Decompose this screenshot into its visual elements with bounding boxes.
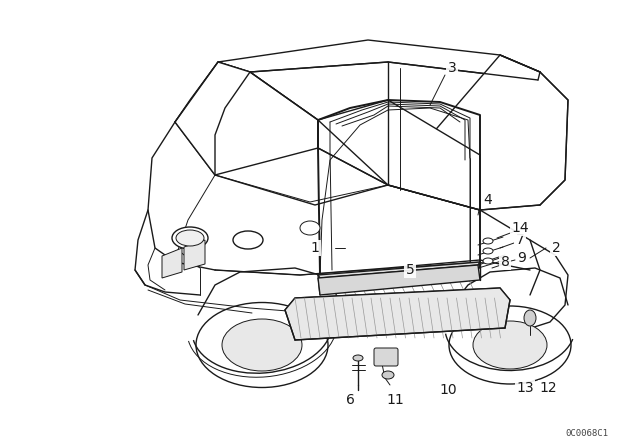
Text: 4: 4 <box>484 193 492 207</box>
Ellipse shape <box>483 248 493 254</box>
Ellipse shape <box>172 227 208 249</box>
FancyBboxPatch shape <box>374 348 398 366</box>
Text: 12: 12 <box>539 381 557 395</box>
Polygon shape <box>285 288 510 310</box>
Text: 11: 11 <box>386 393 404 407</box>
Polygon shape <box>318 100 480 210</box>
Ellipse shape <box>176 230 204 246</box>
Text: 8: 8 <box>500 255 509 269</box>
Text: 1: 1 <box>310 241 319 255</box>
Text: 13: 13 <box>516 381 534 395</box>
Polygon shape <box>175 62 318 175</box>
Polygon shape <box>162 248 182 278</box>
Ellipse shape <box>473 321 547 369</box>
Ellipse shape <box>196 302 328 388</box>
Polygon shape <box>184 240 205 270</box>
Ellipse shape <box>233 231 263 249</box>
Polygon shape <box>175 62 388 205</box>
Text: 0C0068C1: 0C0068C1 <box>565 429 608 438</box>
Ellipse shape <box>524 310 536 326</box>
Polygon shape <box>318 265 480 295</box>
Text: 10: 10 <box>439 383 457 397</box>
Text: 14: 14 <box>511 221 529 235</box>
Ellipse shape <box>353 355 363 361</box>
Text: 9: 9 <box>518 251 527 265</box>
Text: 6: 6 <box>346 393 355 407</box>
Ellipse shape <box>483 258 493 264</box>
Ellipse shape <box>382 371 394 379</box>
Polygon shape <box>218 40 540 80</box>
Polygon shape <box>318 262 480 278</box>
Polygon shape <box>285 288 510 340</box>
Text: 7: 7 <box>516 233 524 247</box>
Ellipse shape <box>222 319 302 371</box>
Polygon shape <box>388 55 568 210</box>
Text: 5: 5 <box>406 263 414 277</box>
Text: 3: 3 <box>447 61 456 75</box>
Ellipse shape <box>483 238 493 244</box>
Text: 2: 2 <box>552 241 561 255</box>
Ellipse shape <box>449 306 571 384</box>
Ellipse shape <box>300 221 320 235</box>
